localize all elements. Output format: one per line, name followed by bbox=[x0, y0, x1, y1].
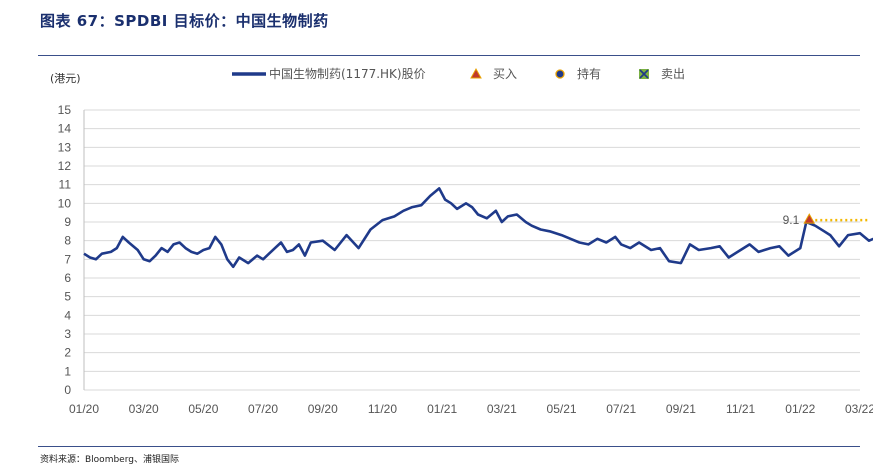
buy-marker bbox=[803, 213, 816, 224]
hold-circle-icon bbox=[555, 69, 565, 79]
y-tick-label: 3 bbox=[64, 327, 71, 341]
source-rule bbox=[38, 446, 860, 447]
y-tick-label: 13 bbox=[58, 140, 72, 154]
figure-title: 图表 67：SPDBI 目标价：中国生物制药 bbox=[40, 12, 329, 30]
legend-item: 卖出 bbox=[639, 67, 685, 81]
y-tick-label: 14 bbox=[58, 122, 72, 136]
y-axis-unit-label: (港元) bbox=[50, 72, 81, 85]
grid-lines bbox=[84, 109, 860, 391]
buy-triangle-icon bbox=[470, 67, 482, 79]
x-tick-label: 11/21 bbox=[726, 402, 755, 416]
legend-item: 持有 bbox=[555, 66, 601, 81]
y-tick-label: 2 bbox=[64, 346, 71, 360]
legend-label: 中国生物制药(1177.HK)股价 bbox=[269, 66, 426, 81]
target-price-label: 9.1 bbox=[783, 213, 800, 227]
x-tick-label: 05/21 bbox=[547, 402, 577, 416]
y-tick-label: 1 bbox=[64, 364, 71, 378]
y-tick-label: 9 bbox=[64, 215, 71, 229]
y-tick-label: 11 bbox=[59, 178, 72, 192]
x-tick-label: 03/22 bbox=[845, 402, 873, 416]
x-tick-label: 03/21 bbox=[487, 402, 517, 416]
y-tick-label: 0 bbox=[64, 383, 71, 397]
sell-x-mark bbox=[639, 69, 649, 79]
legend-label: 持有 bbox=[577, 66, 601, 81]
y-tick-label: 4 bbox=[64, 308, 71, 322]
x-tick-label: 07/21 bbox=[606, 402, 636, 416]
x-tick-label: 11/20 bbox=[368, 402, 397, 416]
source-note: 资料来源：Bloomberg、浦银国际 bbox=[40, 455, 179, 465]
title-rule bbox=[38, 55, 860, 56]
x-tick-label: 05/20 bbox=[188, 402, 218, 416]
price-line bbox=[83, 187, 873, 269]
legend: 中国生物制药(1177.HK)股价 买入 持有 卖出 bbox=[232, 66, 685, 81]
y-tick-label: 15 bbox=[58, 103, 72, 117]
y-tick-label: 12 bbox=[58, 159, 72, 173]
legend-item: 中国生物制药(1177.HK)股价 bbox=[232, 66, 426, 81]
legend-label: 卖出 bbox=[661, 67, 685, 81]
y-tick-label: 10 bbox=[58, 196, 72, 210]
legend-item: 买入 bbox=[470, 67, 517, 81]
legend-label: 买入 bbox=[493, 67, 517, 81]
x-axis: 01/20 03/20 05/20 07/20 09/20 11/20 01/21 03/21… bbox=[69, 402, 873, 416]
annotations: 9.1 bbox=[783, 213, 869, 227]
x-tick-label: 09/21 bbox=[666, 402, 696, 416]
x-tick-label: 07/20 bbox=[248, 402, 278, 416]
x-tick-label: 01/22 bbox=[785, 402, 815, 416]
x-tick-label: 01/21 bbox=[427, 402, 457, 416]
y-tick-label: 5 bbox=[64, 290, 71, 304]
y-tick-label: 7 bbox=[64, 252, 71, 266]
y-tick-label: 6 bbox=[64, 271, 71, 285]
y-tick-label: 8 bbox=[64, 234, 71, 248]
x-tick-label: 03/20 bbox=[129, 402, 159, 416]
x-tick-label: 09/20 bbox=[308, 402, 338, 416]
x-tick-label: 01/20 bbox=[69, 402, 99, 416]
